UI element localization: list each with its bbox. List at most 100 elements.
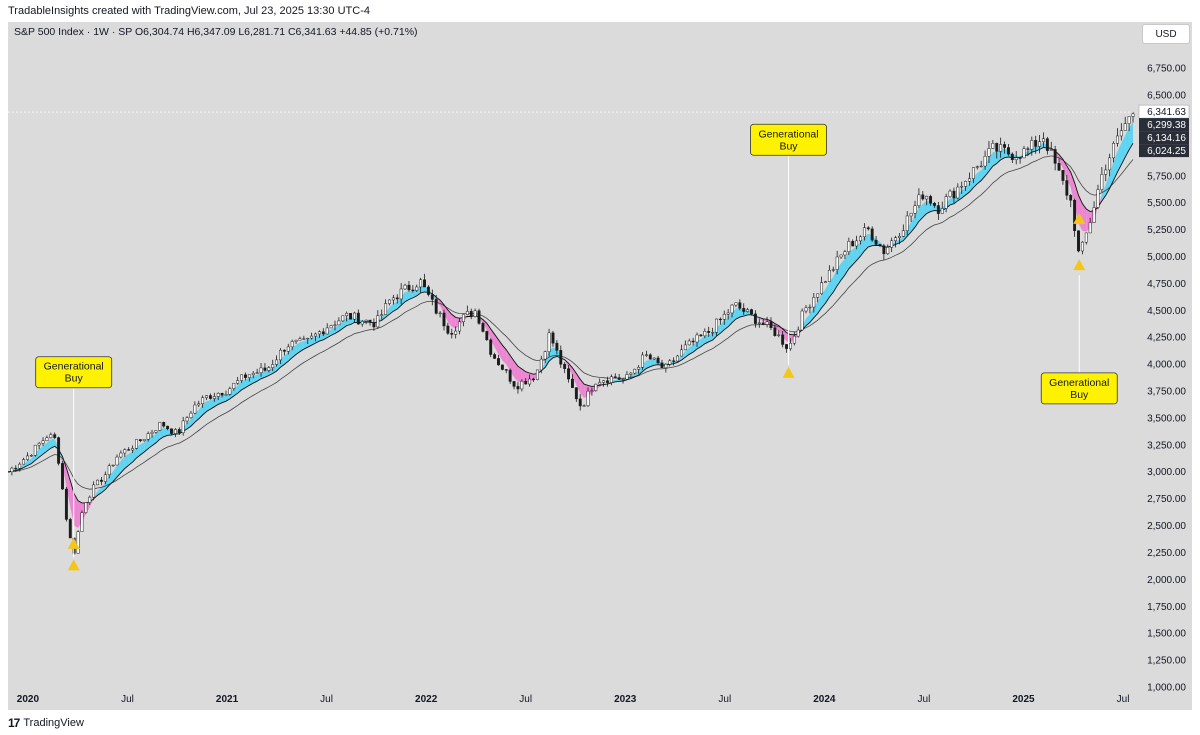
candle-body	[201, 397, 205, 404]
candle-body	[1022, 148, 1026, 159]
candle-body	[286, 346, 290, 352]
currency-button[interactable]: USD	[1142, 24, 1190, 44]
candle-body	[61, 463, 64, 490]
candle-body	[131, 448, 135, 451]
price-label-box	[1139, 118, 1189, 132]
candle-body	[181, 420, 185, 433]
candle-body	[570, 378, 574, 388]
ema-cloud-segment	[140, 442, 145, 455]
candle-body	[271, 364, 275, 368]
candle-body	[14, 467, 18, 470]
candle-body	[423, 279, 426, 288]
ema-cloud-segment	[284, 352, 289, 365]
candle-body	[189, 412, 193, 418]
candle-body	[282, 349, 286, 352]
y-tick-label: 1,500.00	[1147, 629, 1186, 640]
candle-body	[349, 312, 353, 320]
candle-body	[438, 312, 442, 315]
candle-body	[388, 299, 391, 304]
candle-body	[641, 354, 644, 368]
y-tick-label: 5,000.00	[1147, 252, 1186, 263]
ema-cloud-segment	[720, 320, 725, 334]
candle-body	[395, 297, 399, 300]
ema-cloud-segment	[502, 345, 507, 365]
candle-body	[715, 318, 718, 333]
ema-cloud-segment	[486, 323, 491, 340]
buy-marker-triangle	[67, 537, 80, 549]
ema-cloud-segment	[689, 345, 694, 355]
y-tick-label: 1,250.00	[1147, 656, 1186, 667]
candle-body	[905, 215, 909, 231]
ema-cloud-segment	[494, 334, 499, 355]
ema-cloud-segment	[46, 439, 51, 452]
candle-body	[516, 386, 520, 390]
ema-cloud-segment	[210, 398, 215, 410]
mid-ema-line	[8, 143, 1134, 504]
candle-body	[170, 428, 173, 434]
candle-body	[232, 382, 236, 389]
ema-cloud-segment	[646, 360, 651, 369]
y-tick-label: 3,750.00	[1147, 387, 1186, 398]
candle-body	[8, 471, 10, 473]
candle-body	[691, 340, 695, 343]
candle-body	[92, 484, 96, 498]
candle-body	[446, 325, 450, 334]
candle-body	[777, 334, 781, 336]
ema-cloud-segment	[296, 342, 300, 355]
candle-body	[683, 344, 687, 351]
y-tick-label: 4,000.00	[1147, 360, 1186, 371]
candle-body	[929, 196, 933, 204]
ema-cloud-segment	[206, 400, 211, 412]
ema-cloud-segment	[331, 327, 335, 336]
ema-cloud-segment	[249, 375, 254, 386]
candle-body	[804, 307, 808, 312]
candle-body	[399, 288, 403, 300]
candle-body	[321, 331, 325, 335]
ema-cloud-segment	[451, 314, 456, 329]
candle-body	[648, 354, 652, 360]
ema-cloud-segment	[144, 438, 149, 453]
ema-cloud-segment	[1121, 135, 1126, 165]
candle-body	[890, 240, 894, 248]
candle-body	[1003, 144, 1006, 148]
candle-body	[458, 321, 462, 332]
candle-body	[625, 374, 629, 380]
candle-body	[851, 241, 855, 247]
y-tick-label: 2,500.00	[1147, 521, 1186, 532]
price-label-box	[1139, 131, 1189, 145]
x-tick-label: Jul	[121, 694, 134, 705]
candle-body	[707, 331, 711, 333]
candle-body	[761, 322, 765, 325]
candle-body	[1127, 116, 1131, 124]
y-tick-label: 2,750.00	[1147, 494, 1186, 505]
candle-body	[656, 357, 660, 364]
candle-body	[33, 444, 37, 456]
candle-body	[901, 230, 905, 237]
candle-body	[88, 496, 92, 503]
price-chart[interactable]: 6,750.006,500.006,250.006,000.005,750.00…	[8, 22, 1192, 710]
callout-text-line2: Buy	[779, 140, 798, 152]
candle-body	[718, 318, 722, 321]
candle-body	[734, 302, 738, 306]
candle-body	[668, 360, 672, 365]
candle-body	[279, 349, 282, 361]
candle-body	[551, 332, 555, 344]
candle-body	[1092, 207, 1096, 223]
candle-body	[975, 166, 979, 168]
candle-body	[193, 404, 197, 414]
ema-cloud-segment	[482, 319, 487, 330]
chart-frame[interactable]: 6,750.006,500.006,250.006,000.005,750.00…	[8, 22, 1192, 710]
ema-cloud-segment	[564, 359, 569, 368]
callout-box	[1040, 372, 1118, 405]
buy-marker-triangle	[782, 366, 795, 378]
buy-marker-triangle	[67, 559, 80, 571]
ema-cloud-segment	[346, 318, 351, 326]
ema-cloud-segment	[506, 349, 511, 372]
candle-body	[251, 372, 255, 376]
x-tick-label: 2023	[614, 694, 637, 705]
ema-cloud-segment	[568, 363, 573, 376]
x-tick-label: Jul	[519, 694, 532, 705]
ema-cloud-segment	[124, 453, 129, 469]
candle-body	[426, 286, 430, 295]
ema-cloud-segment	[1016, 155, 1021, 158]
